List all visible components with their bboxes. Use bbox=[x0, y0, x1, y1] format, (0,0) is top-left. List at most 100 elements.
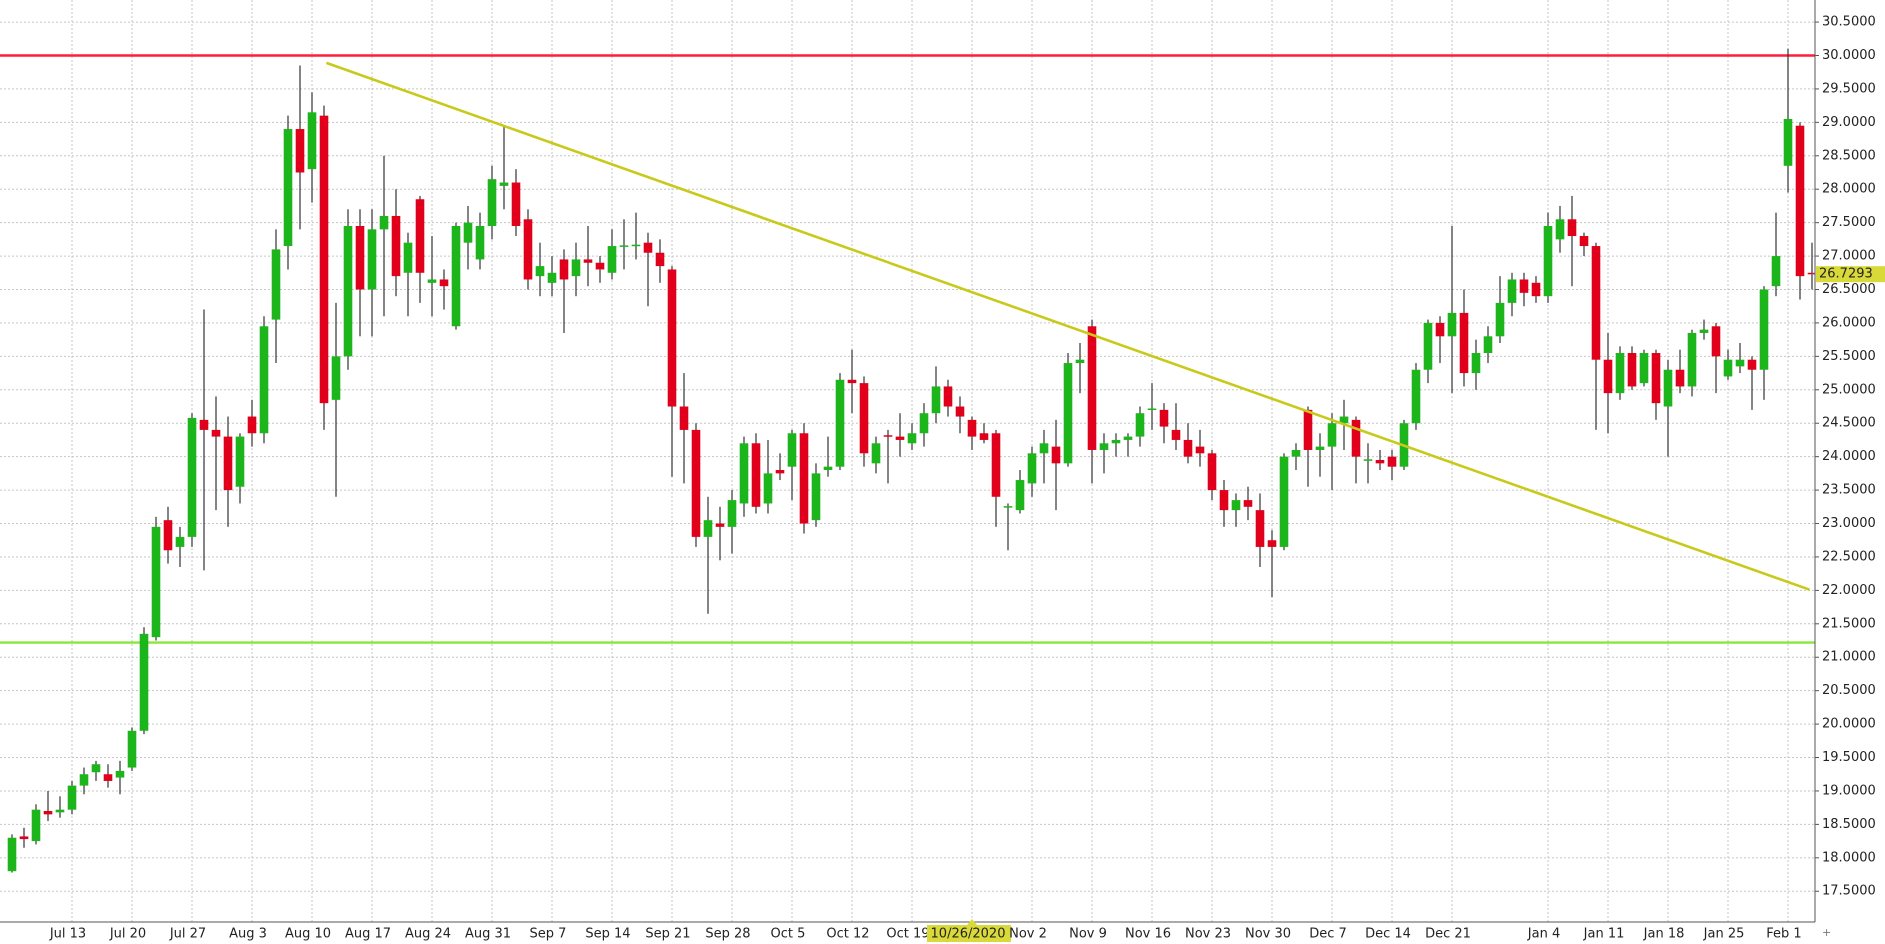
corner-icon: + bbox=[1822, 926, 1831, 939]
x-tick-label: Jul 20 bbox=[109, 927, 146, 942]
candle-body bbox=[775, 470, 785, 474]
y-tick-label: 17.5000 bbox=[1822, 884, 1876, 899]
candle-body bbox=[1651, 353, 1661, 404]
last-price-label: 26.7293 bbox=[1819, 267, 1873, 282]
candle-body bbox=[1567, 219, 1577, 237]
candle-body bbox=[19, 836, 29, 840]
candle-body bbox=[547, 272, 557, 283]
candle-body bbox=[619, 245, 629, 247]
x-tick-label: Dec 21 bbox=[1425, 927, 1471, 942]
candle-body bbox=[151, 526, 161, 638]
x-tick-label: Jan 11 bbox=[1583, 927, 1625, 942]
x-tick-label: Nov 2 bbox=[1009, 927, 1047, 942]
candle-body bbox=[1351, 419, 1361, 457]
candle-body bbox=[1471, 353, 1481, 374]
candle-body bbox=[379, 215, 389, 230]
y-tick-label: 26.5000 bbox=[1822, 282, 1876, 297]
candle-body bbox=[139, 633, 149, 731]
x-tick-label: Sep 7 bbox=[530, 927, 567, 942]
candle-body bbox=[1495, 302, 1505, 337]
candle-body bbox=[859, 383, 869, 454]
y-tick-label: 20.0000 bbox=[1822, 717, 1876, 732]
candle-body bbox=[811, 473, 821, 521]
candle-body bbox=[499, 182, 509, 186]
candle-body bbox=[1123, 436, 1133, 440]
candle-body bbox=[451, 225, 461, 327]
x-tick-label: Feb 1 bbox=[1766, 927, 1801, 942]
candle-body bbox=[259, 326, 269, 434]
candle-body bbox=[1531, 282, 1541, 297]
candle-body bbox=[1783, 119, 1793, 166]
trendline bbox=[325, 61, 1811, 591]
candle-body bbox=[67, 785, 77, 810]
x-tick-label: Dec 7 bbox=[1309, 927, 1347, 942]
candle-body bbox=[127, 730, 137, 768]
candle-body bbox=[355, 225, 365, 290]
candle-body bbox=[1579, 236, 1589, 247]
x-tick-label: Oct 5 bbox=[771, 927, 806, 942]
candle-body bbox=[655, 252, 665, 267]
y-tick-label: 26.0000 bbox=[1822, 315, 1876, 330]
candle-body bbox=[1615, 353, 1625, 394]
y-tick-label: 28.0000 bbox=[1822, 182, 1876, 197]
candle-body bbox=[583, 259, 593, 263]
candle-body bbox=[595, 262, 605, 270]
candle-body bbox=[871, 443, 881, 464]
candle-body bbox=[1447, 312, 1457, 337]
candle-body bbox=[823, 466, 833, 471]
y-tick-label: 20.5000 bbox=[1822, 683, 1876, 698]
y-tick-label: 21.5000 bbox=[1822, 616, 1876, 631]
candle-body bbox=[1375, 459, 1385, 464]
candle-body bbox=[1411, 369, 1421, 424]
candle-body bbox=[175, 536, 185, 547]
candle-body bbox=[1639, 353, 1649, 384]
y-tick-label: 21.0000 bbox=[1822, 650, 1876, 665]
y-tick-label: 24.0000 bbox=[1822, 449, 1876, 464]
candle-body bbox=[1663, 369, 1673, 407]
y-tick-label: 30.0000 bbox=[1822, 48, 1876, 63]
candle-body bbox=[1063, 363, 1073, 464]
y-tick-label: 23.5000 bbox=[1822, 483, 1876, 498]
candle-body bbox=[1183, 439, 1193, 457]
candle-body bbox=[1027, 453, 1037, 484]
x-tick-label: Jan 25 bbox=[1703, 927, 1745, 942]
candle-body bbox=[1255, 510, 1265, 547]
candle-body bbox=[943, 386, 953, 407]
candle-body bbox=[187, 417, 197, 537]
y-tick-label: 25.5000 bbox=[1822, 349, 1876, 364]
candle-body bbox=[1111, 439, 1121, 444]
candle-body bbox=[1555, 219, 1565, 240]
candle-body bbox=[1075, 359, 1085, 364]
candle-body bbox=[403, 242, 413, 273]
candle-body bbox=[1543, 225, 1553, 297]
candle-body bbox=[79, 774, 89, 786]
candle-body bbox=[1147, 408, 1157, 411]
candle-body bbox=[1363, 459, 1373, 461]
x-tick-label: Aug 17 bbox=[345, 927, 391, 942]
x-tick-label: Jan 18 bbox=[1643, 927, 1685, 942]
candle-body bbox=[1687, 332, 1697, 387]
grid bbox=[0, 0, 1815, 922]
candle-body bbox=[1207, 453, 1217, 491]
x-tick-label: Aug 10 bbox=[285, 927, 331, 942]
candle-body bbox=[1135, 413, 1145, 437]
candle-body bbox=[931, 386, 941, 414]
candle-body bbox=[1279, 456, 1289, 547]
candle-body bbox=[1159, 409, 1169, 427]
x-tick-label: Nov 23 bbox=[1185, 927, 1231, 942]
candle-body bbox=[1747, 359, 1757, 370]
x-tick-label: Dec 14 bbox=[1365, 927, 1411, 942]
candle-body bbox=[1507, 279, 1517, 303]
candle-body bbox=[739, 443, 749, 504]
y-tick-label: 25.0000 bbox=[1822, 382, 1876, 397]
candle-body bbox=[1003, 506, 1013, 508]
candle-body bbox=[271, 249, 281, 320]
candle-body bbox=[427, 279, 437, 283]
candle-body bbox=[1435, 322, 1445, 337]
candle-body bbox=[631, 244, 641, 247]
y-tick-label: 22.0000 bbox=[1822, 583, 1876, 598]
candle-body bbox=[907, 433, 917, 444]
candle-body bbox=[1675, 369, 1685, 387]
x-tick-label: Jul 13 bbox=[49, 927, 86, 942]
